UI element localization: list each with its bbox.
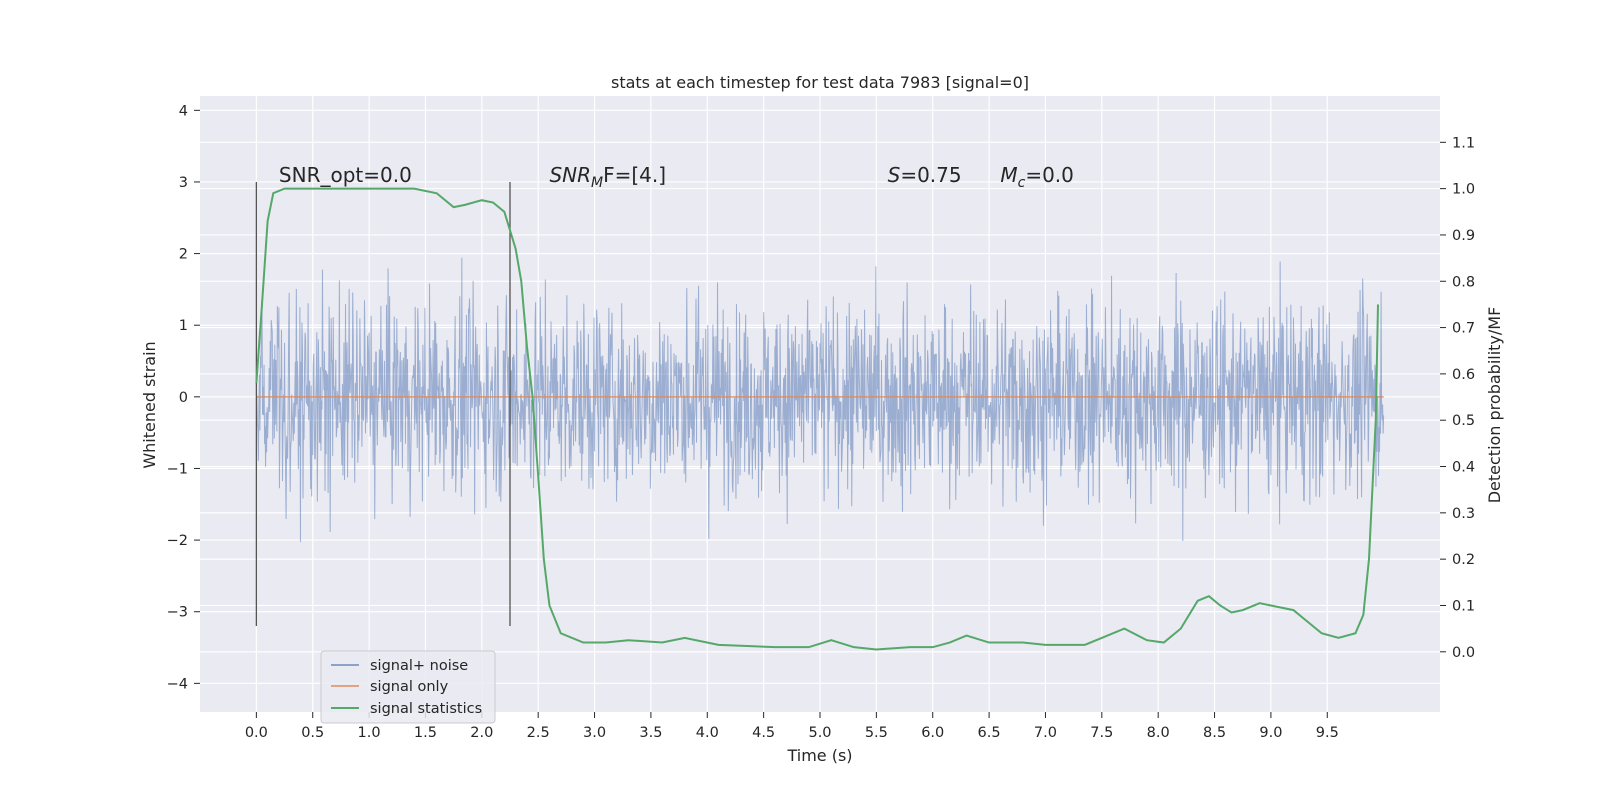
x-tick-label: 4.5 (752, 725, 775, 741)
x-tick-label: 5.0 (808, 725, 831, 741)
x-tick-label: 0.5 (301, 725, 324, 741)
axis-ticks: 0.0 0.5 1.0 1.5 2.0 2.5 3.0 3.5 4.0 4.5 5.0 5.5 6.0 6… (167, 103, 1475, 741)
x-tick-label: 5.5 (865, 725, 888, 741)
x-tick-label: 9.5 (1316, 725, 1339, 741)
legend-label-signal-plus-noise: signal+ noise (370, 658, 468, 674)
x-tick-label: 2.0 (470, 725, 493, 741)
y-tick-label: −3 (167, 605, 188, 621)
y2-tick-label: 0.1 (1452, 598, 1475, 614)
y-tick-label: 1 (179, 318, 188, 334)
y-tick-label: 4 (179, 103, 188, 119)
x-tick-label: 8.5 (1203, 725, 1226, 741)
x-tick-label: 3.0 (583, 725, 606, 741)
y-tick-label: −2 (167, 533, 188, 549)
series-signal-statistics (255, 187, 1379, 651)
y-tick-label: 2 (179, 247, 188, 263)
x-tick-label: 7.0 (1034, 725, 1057, 741)
x-tick-label: 1.0 (358, 725, 381, 741)
annotations: SNR_opt=0.0 SNRMF=[4.] S=0.75 Mc=0.0 (279, 163, 1074, 191)
y2-tick-label: 0.6 (1452, 367, 1475, 383)
marker-lines (255, 181, 511, 627)
legend-label-signal-only: signal only (370, 679, 449, 695)
chart-title: stats at each timestep for test data 798… (611, 73, 1029, 92)
y2-tick-label: 1.1 (1452, 135, 1475, 151)
y-axis-label: Whitened strain (140, 341, 159, 468)
annotation: Mc=0.0 (1000, 163, 1074, 191)
y-tick-label: −4 (167, 676, 188, 692)
y2-tick-label: 0.7 (1452, 321, 1475, 337)
legend-label-signal-statistics: signal statistics (370, 701, 482, 717)
x-tick-label: 6.5 (978, 725, 1001, 741)
legend-box (320, 650, 496, 724)
y-tick-label: 3 (179, 175, 188, 191)
x-tick-label: 2.5 (527, 725, 550, 741)
y2-tick-label: 1.0 (1452, 182, 1475, 198)
y2-axis-label: Detection probability/MF (1485, 307, 1504, 504)
statistics-line (255, 187, 1379, 651)
legend: signal+ noise signal only signal statist… (320, 650, 496, 724)
y-tick-label: −1 (167, 461, 188, 477)
annotation: SNR_opt=0.0 (279, 163, 412, 187)
x-tick-label: 1.5 (414, 725, 437, 741)
x-tick-label: 0.0 (245, 725, 268, 741)
y2-tick-label: 0.0 (1452, 645, 1475, 661)
x-tick-label: 3.5 (639, 725, 662, 741)
y2-tick-label: 0.4 (1452, 460, 1475, 476)
annotation: S=0.75 (888, 163, 962, 187)
series-signal-plus-noise (255, 257, 1385, 542)
y2-tick-label: 0.8 (1452, 274, 1475, 290)
x-axis-label: Time (s) (786, 746, 852, 765)
y2-tick-label: 0.5 (1452, 413, 1475, 429)
annotation: SNRMF=[4.] (549, 163, 666, 191)
y2-tick-label: 0.2 (1452, 552, 1475, 568)
x-tick-label: 4.0 (696, 725, 719, 741)
x-tick-label: 8.0 (1147, 725, 1170, 741)
x-tick-label: 7.5 (1090, 725, 1113, 741)
x-tick-label: 9.0 (1259, 725, 1282, 741)
y2-tick-label: 0.3 (1452, 506, 1475, 522)
y2-tick-label: 0.9 (1452, 228, 1475, 244)
y-tick-label: 0 (179, 390, 188, 406)
noise-trace (255, 257, 1385, 542)
x-tick-label: 6.0 (921, 725, 944, 741)
